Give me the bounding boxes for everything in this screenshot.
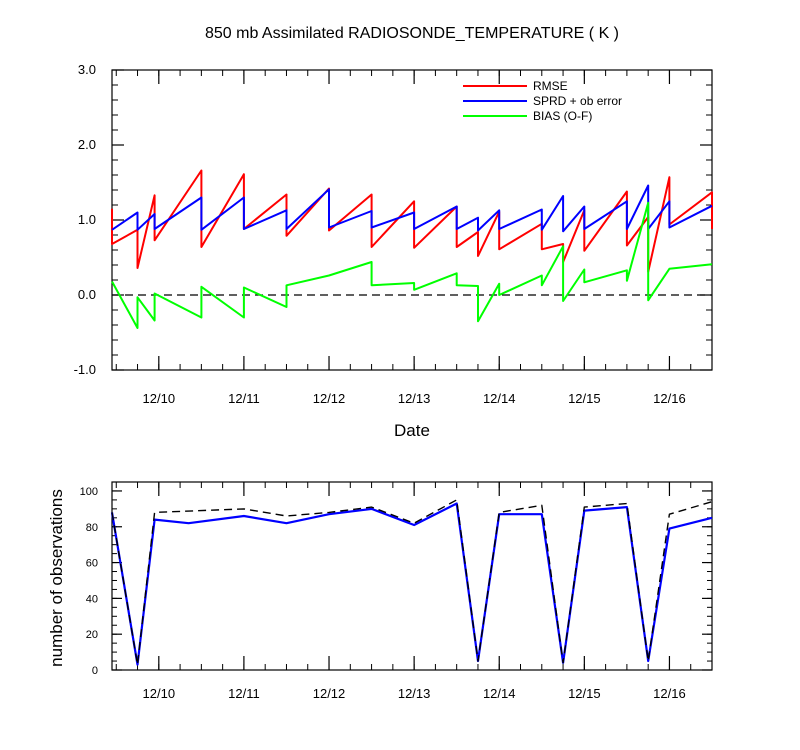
top-y-tick-label: 1.0	[78, 212, 96, 227]
top-y-tick-label: 0.0	[78, 287, 96, 302]
bottom-x-tick-label: 12/11	[228, 686, 260, 701]
bottom-axis-ticks: 0 20 40 60 80 100 12/10 12/11 12/12 12/13 12/14 12/…	[80, 482, 713, 701]
top-x-tick-label: 12/10	[143, 391, 176, 406]
top-y-tick-label: -1.0	[74, 362, 96, 377]
bottom-x-tick-label: 12/12	[313, 686, 346, 701]
bottom-y-tick-label: 40	[86, 593, 98, 605]
assimilated-observations-line	[110, 502, 713, 666]
top-x-tick-label: 12/11	[228, 391, 260, 406]
bottom-plot-frame	[111, 481, 713, 671]
chart-title: 850 mb Assimilated RADIOSONDE_TEMPERATUR…	[205, 25, 619, 42]
bottom-x-tick-label: 12/15	[568, 686, 601, 701]
bottom-x-tick-label: 12/16	[653, 686, 686, 701]
top-x-tick-label: 12/12	[313, 391, 346, 406]
bottom-x-tick-label: 12/14	[483, 686, 516, 701]
bottom-y-tick-label: 80	[86, 522, 98, 534]
top-y-tick-label: 2.0	[78, 137, 96, 152]
top-x-tick-label: 12/13	[398, 391, 431, 406]
bottom-y-axis-label: number of observations	[47, 489, 66, 667]
possible-observations-line	[111, 499, 713, 666]
legend-label: BIAS (O-F)	[533, 109, 592, 123]
bottom-x-tick-label: 12/13	[398, 686, 431, 701]
top-x-axis-label: Date	[394, 421, 430, 440]
top-x-tick-label: 12/15	[568, 391, 601, 406]
top-x-tick-label: 12/14	[483, 391, 516, 406]
top-series-group	[111, 169, 713, 329]
bottom-y-tick-label: 0	[92, 665, 98, 677]
bottom-y-tick-label: 100	[80, 486, 98, 498]
bottom-series-group	[110, 499, 713, 666]
legend-label: SPRD + ob error	[533, 94, 622, 108]
series-line-sprd-ob-error	[111, 184, 713, 233]
top-x-tick-label: 12/16	[653, 391, 686, 406]
top-y-tick-label: 3.0	[78, 62, 96, 77]
bottom-x-tick-label: 12/10	[143, 686, 176, 701]
top-axis-ticks: -1.0 0.0 1.0 2.0 3.0 12/10 12/11 12/12 12/13 12/1…	[74, 62, 713, 406]
series-line-bias-o-f	[111, 201, 713, 329]
bottom-y-tick-label: 20	[86, 629, 98, 641]
legend-label: RMSE	[533, 79, 568, 93]
bottom-plot-border	[111, 481, 713, 671]
bottom-y-tick-label: 60	[86, 558, 98, 570]
